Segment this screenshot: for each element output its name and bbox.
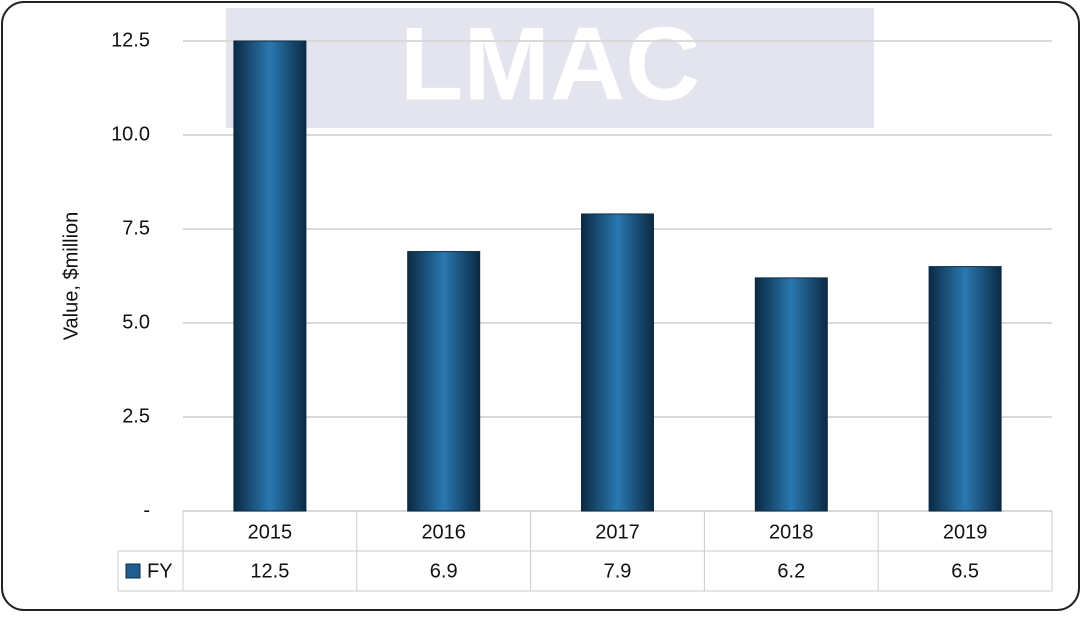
bar [754, 277, 828, 512]
table-value: 6.2 [777, 560, 805, 582]
x-tick-label: 2018 [769, 521, 814, 543]
y-tick-label: - [143, 499, 150, 521]
bar [233, 40, 307, 512]
x-tick-label: 2016 [421, 521, 466, 543]
table-value: 6.5 [951, 560, 979, 582]
table-value: 6.9 [430, 560, 458, 582]
y-axis-label: Value, $million [60, 212, 82, 341]
bar [581, 213, 654, 512]
bar [928, 266, 1002, 512]
table-value: 12.5 [250, 560, 289, 582]
legend-label: FY [147, 560, 173, 582]
y-tick-label: 7.5 [122, 217, 150, 239]
y-tick-label: 10.0 [111, 123, 150, 145]
y-tick-label: 2.5 [122, 405, 150, 427]
watermark: LMAC [400, 6, 700, 122]
y-tick-label: 12.5 [111, 29, 150, 51]
x-tick-label: 2017 [595, 521, 640, 543]
plot: - 2.5 5.0 7.5 10.0 12.5 FY 2015 12.5 2016 6.9 2017 7… [111, 29, 1053, 592]
legend-key [125, 563, 141, 579]
x-tick-label: 2019 [943, 521, 988, 543]
watermark-bg [226, 8, 874, 128]
bar [407, 251, 481, 512]
y-tick-label: 5.0 [122, 311, 150, 333]
table-value: 7.9 [604, 560, 632, 582]
x-tick-label: 2015 [248, 521, 293, 543]
